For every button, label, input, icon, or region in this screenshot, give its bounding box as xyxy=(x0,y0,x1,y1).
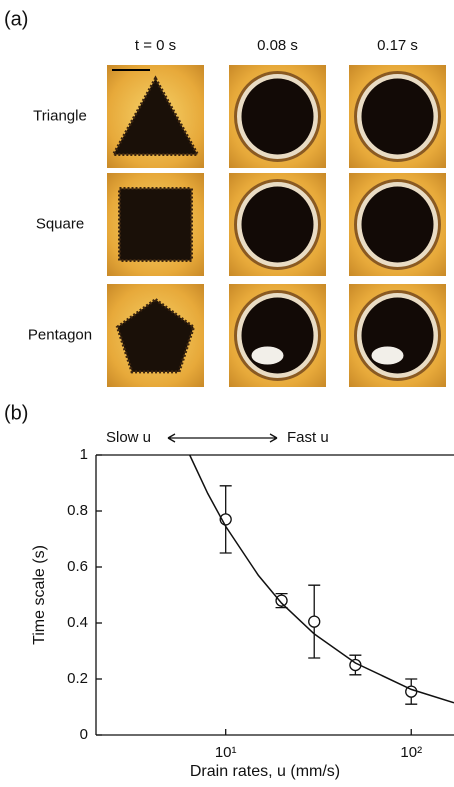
fit-curve xyxy=(190,455,454,703)
x-tick-label: 10² xyxy=(400,744,422,761)
residue xyxy=(252,347,284,365)
x-axis-label: Drain rates, u (mm/s) xyxy=(190,763,340,780)
column-header: 0.08 s xyxy=(257,37,298,54)
y-tick-label: 0.6 xyxy=(67,558,88,575)
y-tick-label: 1 xyxy=(80,446,88,463)
hole xyxy=(242,79,314,155)
y-tick-label: 0.8 xyxy=(67,502,88,519)
figure: (a) (b) t = 0 s 0.08 s 0.17 s Triangle Squar… xyxy=(0,0,454,787)
data-point xyxy=(309,616,320,627)
residue xyxy=(372,347,404,365)
x-tick-label: 10¹ xyxy=(215,744,237,761)
y-axis-label: Time scale (s) xyxy=(31,545,48,645)
panel-label: (a) xyxy=(4,8,28,30)
row-label: Square xyxy=(36,215,84,232)
plot: 0 0.2 0.4 0.6 0.8 1 10¹ 10² Drain rates, u (mm/s… xyxy=(31,429,454,780)
data-point xyxy=(276,595,287,606)
droplet-shape xyxy=(120,189,192,261)
y-tick-label: 0.2 xyxy=(67,670,88,687)
image-grid: t = 0 s 0.08 s 0.17 s Triangle Square Pentago… xyxy=(28,37,446,387)
y-tick-label: 0 xyxy=(80,726,88,743)
hole xyxy=(362,79,434,155)
column-header: t = 0 s xyxy=(135,37,176,54)
row-label: Triangle xyxy=(33,107,87,124)
panel-label: (b) xyxy=(4,402,28,424)
hole xyxy=(242,187,314,263)
arrow xyxy=(168,434,277,442)
row-label: Pentagon xyxy=(28,326,92,343)
annotation: Fast u xyxy=(287,429,329,446)
hole xyxy=(362,187,434,263)
column-header: 0.17 s xyxy=(377,37,418,54)
annotation: Slow u xyxy=(106,429,151,446)
y-tick-label: 0.4 xyxy=(67,614,88,631)
